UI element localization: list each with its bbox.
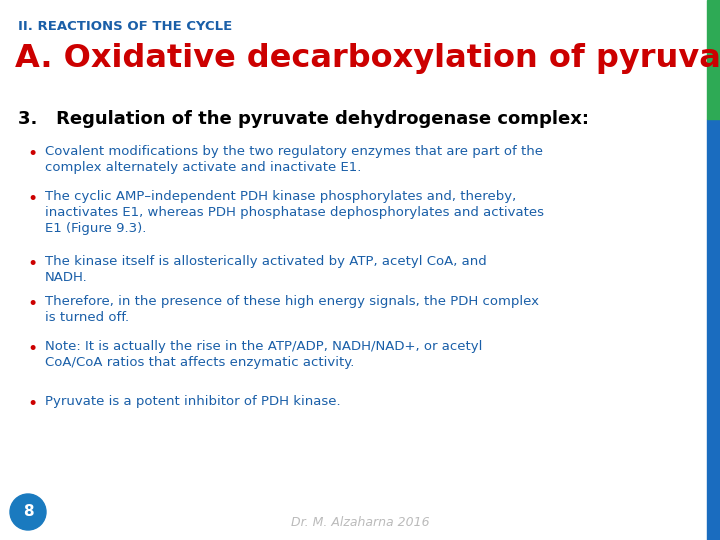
Text: 8: 8: [23, 504, 33, 519]
Text: •: •: [27, 340, 37, 358]
Text: •: •: [27, 190, 37, 208]
Text: •: •: [27, 295, 37, 313]
Text: Therefore, in the presence of these high energy signals, the PDH complex
is turn: Therefore, in the presence of these high…: [45, 295, 539, 324]
Text: Note: It is actually the rise in the ATP/ADP, NADH/NAD+, or acetyl
CoA/CoA ratio: Note: It is actually the rise in the ATP…: [45, 340, 482, 369]
Text: II. REACTIONS OF THE CYCLE: II. REACTIONS OF THE CYCLE: [18, 20, 233, 33]
Circle shape: [10, 494, 46, 530]
Bar: [707, 0, 720, 119]
Text: Covalent modifications by the two regulatory enzymes that are part of the
comple: Covalent modifications by the two regula…: [45, 145, 543, 174]
Text: A. Oxidative decarboxylation of pyruvate: A. Oxidative decarboxylation of pyruvate: [15, 43, 720, 74]
Text: The cyclic AMP–independent PDH kinase phosphorylates and, thereby,
inactivates E: The cyclic AMP–independent PDH kinase ph…: [45, 190, 544, 235]
Text: •: •: [27, 255, 37, 273]
Text: Pyruvate is a potent inhibitor of PDH kinase.: Pyruvate is a potent inhibitor of PDH ki…: [45, 395, 341, 408]
Text: Dr. M. Alzaharna 2016: Dr. M. Alzaharna 2016: [291, 516, 429, 529]
Text: The kinase itself is allosterically activated by ATP, acetyl CoA, and
NADH.: The kinase itself is allosterically acti…: [45, 255, 487, 284]
Text: •: •: [27, 395, 37, 413]
Text: 3.   Regulation of the pyruvate dehydrogenase complex:: 3. Regulation of the pyruvate dehydrogen…: [18, 110, 589, 128]
Bar: [707, 119, 720, 540]
Text: •: •: [27, 145, 37, 163]
